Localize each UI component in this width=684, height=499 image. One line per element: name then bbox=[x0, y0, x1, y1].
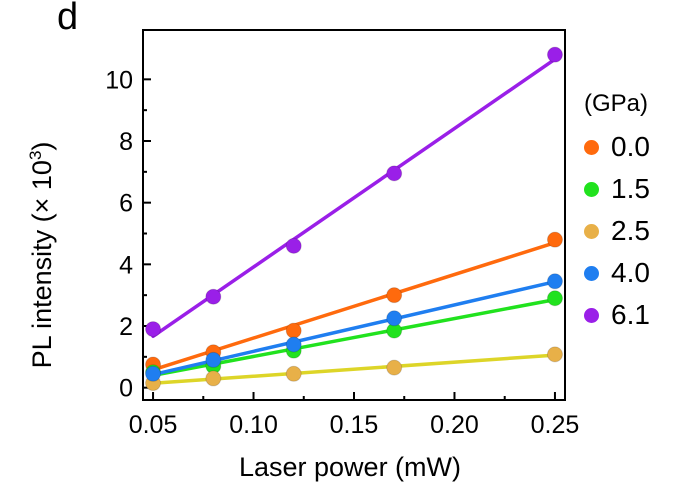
legend-marker-icon bbox=[584, 181, 599, 197]
data-point-6.1 bbox=[386, 165, 403, 182]
legend: (GPa) 0.0 1.5 2.5 4.0 6.1 bbox=[584, 90, 650, 336]
data-point-2.5 bbox=[386, 359, 403, 376]
y-axis-label-suffix: ) bbox=[27, 141, 57, 151]
legend-item: 4.0 bbox=[584, 252, 650, 294]
data-point-0.0 bbox=[546, 231, 563, 248]
legend-item: 0.0 bbox=[584, 126, 650, 168]
data-point-1.5 bbox=[546, 290, 563, 307]
legend-marker-icon bbox=[584, 265, 599, 281]
data-point-4.0 bbox=[205, 351, 222, 368]
y-tick-label: 6 bbox=[119, 190, 133, 218]
x-tick-label: 0.20 bbox=[430, 411, 479, 439]
y-axis-label: PL intensity (× 103) bbox=[26, 142, 58, 369]
data-point-0.0 bbox=[285, 322, 302, 339]
fit-line-6.1 bbox=[151, 57, 557, 339]
y-tick-label: 4 bbox=[119, 251, 133, 279]
data-point-4.0 bbox=[145, 365, 162, 382]
y-tick-label: 10 bbox=[105, 66, 133, 94]
plot-frame bbox=[142, 29, 566, 401]
legend-items: 0.0 1.5 2.5 4.0 6.1 bbox=[584, 126, 650, 336]
legend-item: 2.5 bbox=[584, 210, 650, 252]
y-tick-label: 8 bbox=[119, 128, 133, 156]
data-point-6.1 bbox=[205, 288, 222, 305]
legend-title: (GPa) bbox=[584, 90, 649, 117]
fit-line-0.0 bbox=[151, 240, 557, 372]
data-point-4.0 bbox=[285, 336, 302, 353]
panel-letter: d bbox=[57, 0, 79, 38]
y-axis-label-exponent: 3 bbox=[26, 150, 45, 161]
data-point-0.0 bbox=[386, 287, 403, 304]
legend-marker-icon bbox=[584, 223, 599, 239]
legend-label: 6.1 bbox=[611, 299, 650, 330]
y-axis-label-prefix: PL intensity (× 10 bbox=[27, 160, 57, 369]
data-point-6.1 bbox=[546, 46, 563, 63]
x-tick-label: 0.15 bbox=[330, 411, 379, 439]
x-tick-label: 0.25 bbox=[531, 411, 580, 439]
legend-label: 0.0 bbox=[611, 131, 650, 162]
data-point-6.1 bbox=[145, 321, 162, 338]
fit-lines bbox=[151, 57, 557, 386]
legend-item: 6.1 bbox=[584, 294, 650, 336]
y-tick-label: 0 bbox=[119, 375, 133, 403]
data-point-2.5 bbox=[285, 365, 302, 382]
legend-marker-icon bbox=[584, 307, 599, 323]
x-tick-label: 0.05 bbox=[129, 411, 178, 439]
x-axis-label: Laser power (mW) bbox=[238, 452, 462, 482]
data-point-4.0 bbox=[386, 310, 403, 327]
data-point-6.1 bbox=[285, 237, 302, 254]
data-point-2.5 bbox=[205, 370, 222, 387]
legend-label: 1.5 bbox=[611, 173, 650, 204]
data-points bbox=[145, 46, 563, 392]
legend-item: 1.5 bbox=[584, 168, 650, 210]
legend-label: 4.0 bbox=[611, 257, 650, 288]
y-tick-label: 2 bbox=[119, 313, 133, 341]
data-point-4.0 bbox=[546, 273, 563, 290]
data-point-2.5 bbox=[546, 346, 563, 363]
legend-marker-icon bbox=[584, 139, 599, 155]
x-tick-label: 0.10 bbox=[229, 411, 278, 439]
legend-label: 2.5 bbox=[611, 215, 650, 246]
